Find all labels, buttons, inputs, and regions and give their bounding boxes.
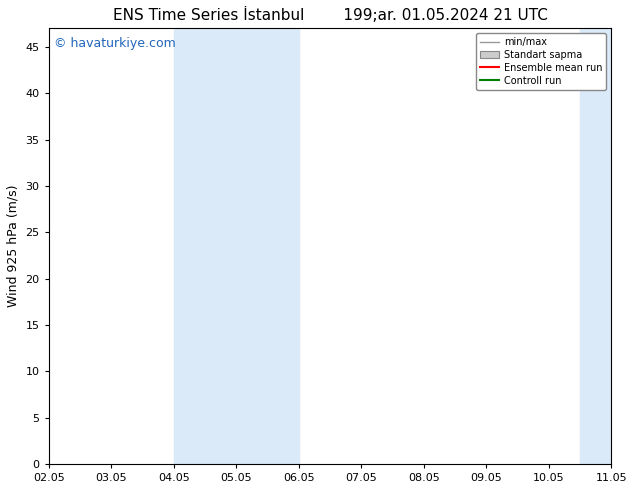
Y-axis label: Wind 925 hPa (m/s): Wind 925 hPa (m/s)	[7, 185, 20, 307]
Bar	[580, 28, 634, 464]
Text: © havaturkiye.com: © havaturkiye.com	[55, 37, 176, 50]
Bar	[236, 28, 299, 464]
Bar	[174, 28, 236, 464]
Title: ENS Time Series İstanbul        199;ar. 01.05.2024 21 UTC: ENS Time Series İstanbul 199;ar. 01.05.2…	[112, 7, 547, 23]
Legend: min/max, Standart sapma, Ensemble mean run, Controll run: min/max, Standart sapma, Ensemble mean r…	[476, 33, 606, 90]
